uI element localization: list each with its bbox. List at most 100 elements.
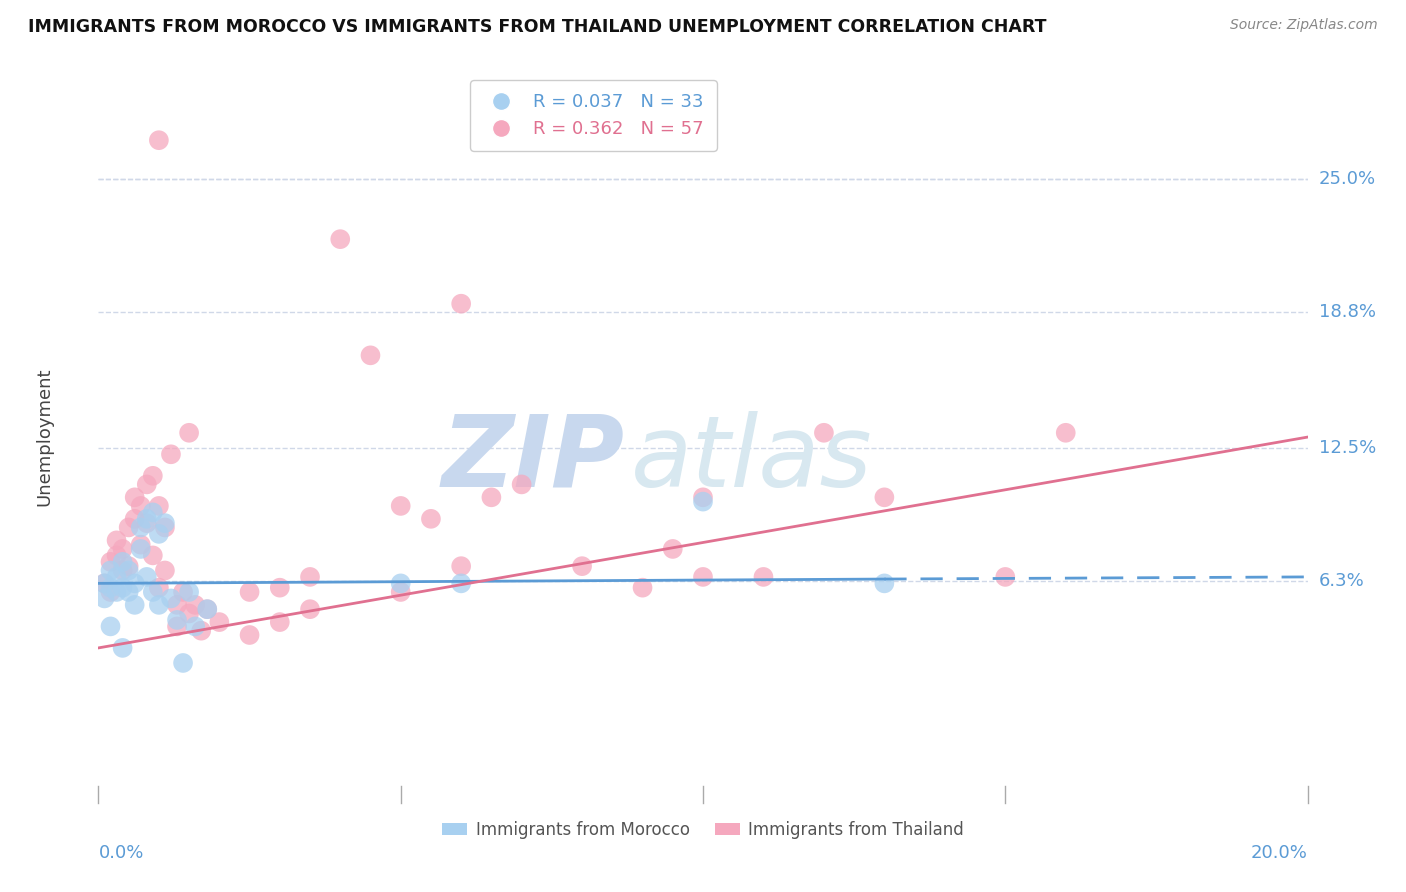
Text: 25.0%: 25.0% — [1319, 169, 1376, 188]
Point — [124, 576, 146, 591]
Point — [124, 598, 146, 612]
Point — [450, 576, 472, 591]
Point — [148, 499, 170, 513]
Point — [329, 232, 352, 246]
Point — [172, 656, 194, 670]
Text: 18.8%: 18.8% — [1319, 303, 1375, 321]
Point — [873, 576, 896, 591]
Point — [450, 296, 472, 310]
Point — [124, 491, 146, 505]
Point — [661, 541, 683, 556]
Point — [172, 585, 194, 599]
Point — [1054, 425, 1077, 440]
Point — [142, 505, 165, 519]
Text: Source: ZipAtlas.com: Source: ZipAtlas.com — [1230, 18, 1378, 32]
Point — [148, 581, 170, 595]
Point — [100, 555, 122, 569]
Point — [994, 570, 1017, 584]
Point — [873, 491, 896, 505]
Text: 12.5%: 12.5% — [1319, 439, 1376, 457]
Point — [179, 607, 201, 621]
Point — [389, 576, 412, 591]
Point — [93, 591, 115, 606]
Point — [208, 615, 231, 629]
Point — [269, 615, 291, 629]
Point — [195, 602, 218, 616]
Text: ZIP: ZIP — [441, 410, 624, 508]
Point — [129, 538, 152, 552]
Point — [100, 564, 122, 578]
Point — [481, 491, 503, 505]
Point — [160, 447, 183, 461]
Point — [100, 581, 122, 595]
Point — [299, 602, 322, 616]
Point — [166, 598, 188, 612]
Point — [179, 585, 201, 599]
Point — [148, 598, 170, 612]
Point — [105, 533, 128, 548]
Point — [299, 570, 322, 584]
Point — [135, 570, 157, 584]
Point — [93, 576, 115, 591]
Point — [692, 570, 714, 584]
Point — [166, 619, 188, 633]
Point — [752, 570, 775, 584]
Point — [148, 133, 170, 147]
Point — [135, 516, 157, 530]
Point — [111, 640, 134, 655]
Point — [129, 499, 152, 513]
Point — [111, 541, 134, 556]
Text: Unemployment: Unemployment — [35, 368, 53, 507]
Point — [153, 520, 176, 534]
Point — [100, 619, 122, 633]
Point — [93, 576, 115, 591]
Point — [195, 602, 218, 616]
Point — [111, 564, 134, 578]
Point — [166, 613, 188, 627]
Point — [129, 541, 152, 556]
Text: IMMIGRANTS FROM MOROCCO VS IMMIGRANTS FROM THAILAND UNEMPLOYMENT CORRELATION CHA: IMMIGRANTS FROM MOROCCO VS IMMIGRANTS FR… — [28, 18, 1046, 36]
Point — [269, 581, 291, 595]
Point — [135, 477, 157, 491]
Point — [129, 520, 152, 534]
Point — [389, 585, 412, 599]
Point — [118, 520, 141, 534]
Point — [692, 491, 714, 505]
Point — [118, 559, 141, 574]
Point — [118, 585, 141, 599]
Point — [100, 585, 122, 599]
Point — [420, 512, 443, 526]
Point — [692, 494, 714, 508]
Point — [571, 559, 593, 574]
Point — [124, 512, 146, 526]
Point — [142, 468, 165, 483]
Point — [148, 527, 170, 541]
Point — [631, 581, 654, 595]
Point — [389, 499, 412, 513]
Point — [360, 348, 382, 362]
Point — [142, 549, 165, 563]
Point — [510, 477, 533, 491]
Point — [239, 628, 262, 642]
Point — [142, 585, 165, 599]
Point — [105, 585, 128, 599]
Point — [111, 581, 134, 595]
Point — [135, 512, 157, 526]
Text: 6.3%: 6.3% — [1319, 572, 1364, 591]
Point — [179, 425, 201, 440]
Point — [184, 619, 207, 633]
Point — [813, 425, 835, 440]
Text: 0.0%: 0.0% — [98, 845, 143, 863]
Point — [153, 564, 176, 578]
Point — [160, 591, 183, 606]
Point — [105, 549, 128, 563]
Point — [105, 570, 128, 584]
Point — [190, 624, 212, 638]
Point — [118, 564, 141, 578]
Text: 20.0%: 20.0% — [1251, 845, 1308, 863]
Point — [239, 585, 262, 599]
Point — [111, 555, 134, 569]
Legend: Immigrants from Morocco, Immigrants from Thailand: Immigrants from Morocco, Immigrants from… — [436, 814, 970, 846]
Text: atlas: atlas — [630, 410, 872, 508]
Point — [450, 559, 472, 574]
